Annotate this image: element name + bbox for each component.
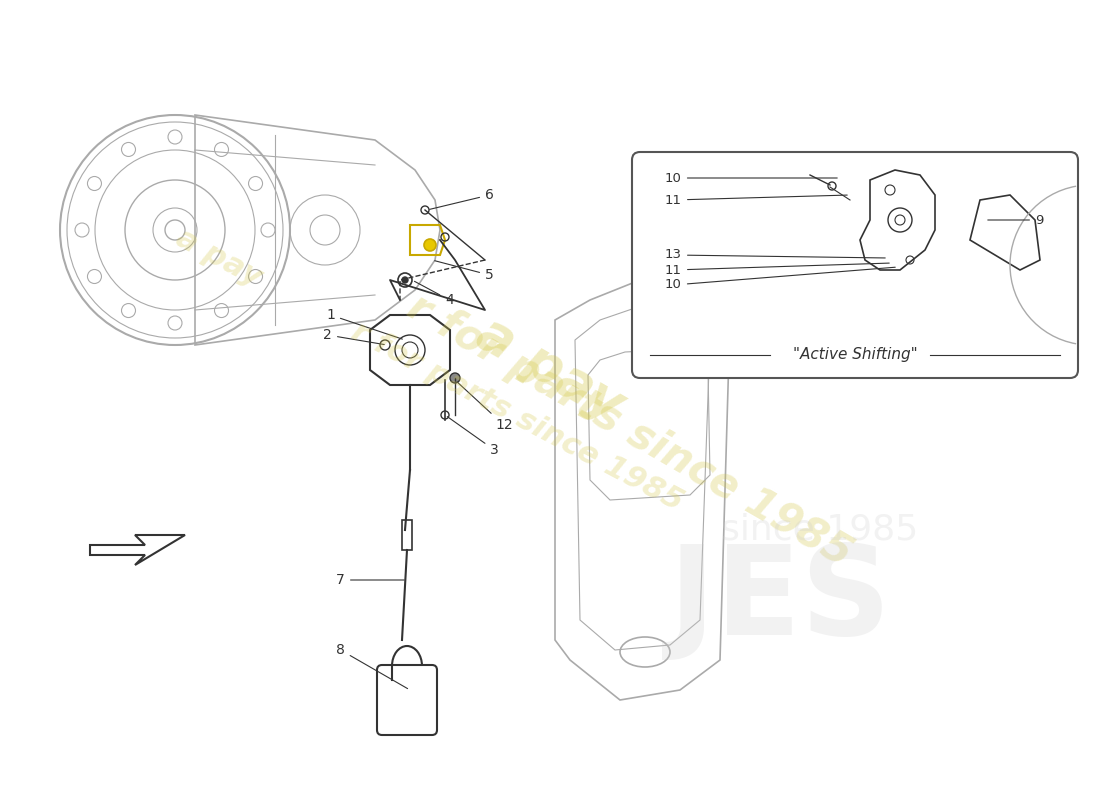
Text: 7: 7 — [337, 573, 404, 587]
Text: 9: 9 — [988, 214, 1044, 226]
Text: 3: 3 — [448, 417, 498, 457]
Text: 1: 1 — [326, 308, 403, 339]
Text: r for parts since 1985: r for parts since 1985 — [400, 286, 860, 574]
Text: 11: 11 — [666, 263, 889, 277]
Text: 12: 12 — [456, 382, 513, 432]
Text: a pay: a pay — [468, 307, 632, 433]
Text: 5: 5 — [434, 261, 494, 282]
Text: "Active Shifting": "Active Shifting" — [793, 347, 917, 362]
Text: 11: 11 — [666, 194, 847, 206]
Text: 4: 4 — [415, 282, 453, 307]
Text: JES: JES — [669, 539, 891, 661]
Text: 6: 6 — [430, 188, 494, 210]
Circle shape — [402, 277, 408, 283]
Text: a pay          r for parts since 1985: a pay r for parts since 1985 — [172, 223, 689, 517]
Text: 2: 2 — [323, 328, 384, 345]
Text: 13: 13 — [666, 249, 886, 262]
Text: 10: 10 — [666, 267, 895, 291]
FancyBboxPatch shape — [632, 152, 1078, 378]
Bar — [402, 520, 412, 550]
Circle shape — [450, 373, 460, 383]
Text: 8: 8 — [337, 643, 408, 689]
Circle shape — [424, 239, 436, 251]
Text: 10: 10 — [666, 171, 837, 185]
Text: since 1985: since 1985 — [722, 513, 918, 547]
